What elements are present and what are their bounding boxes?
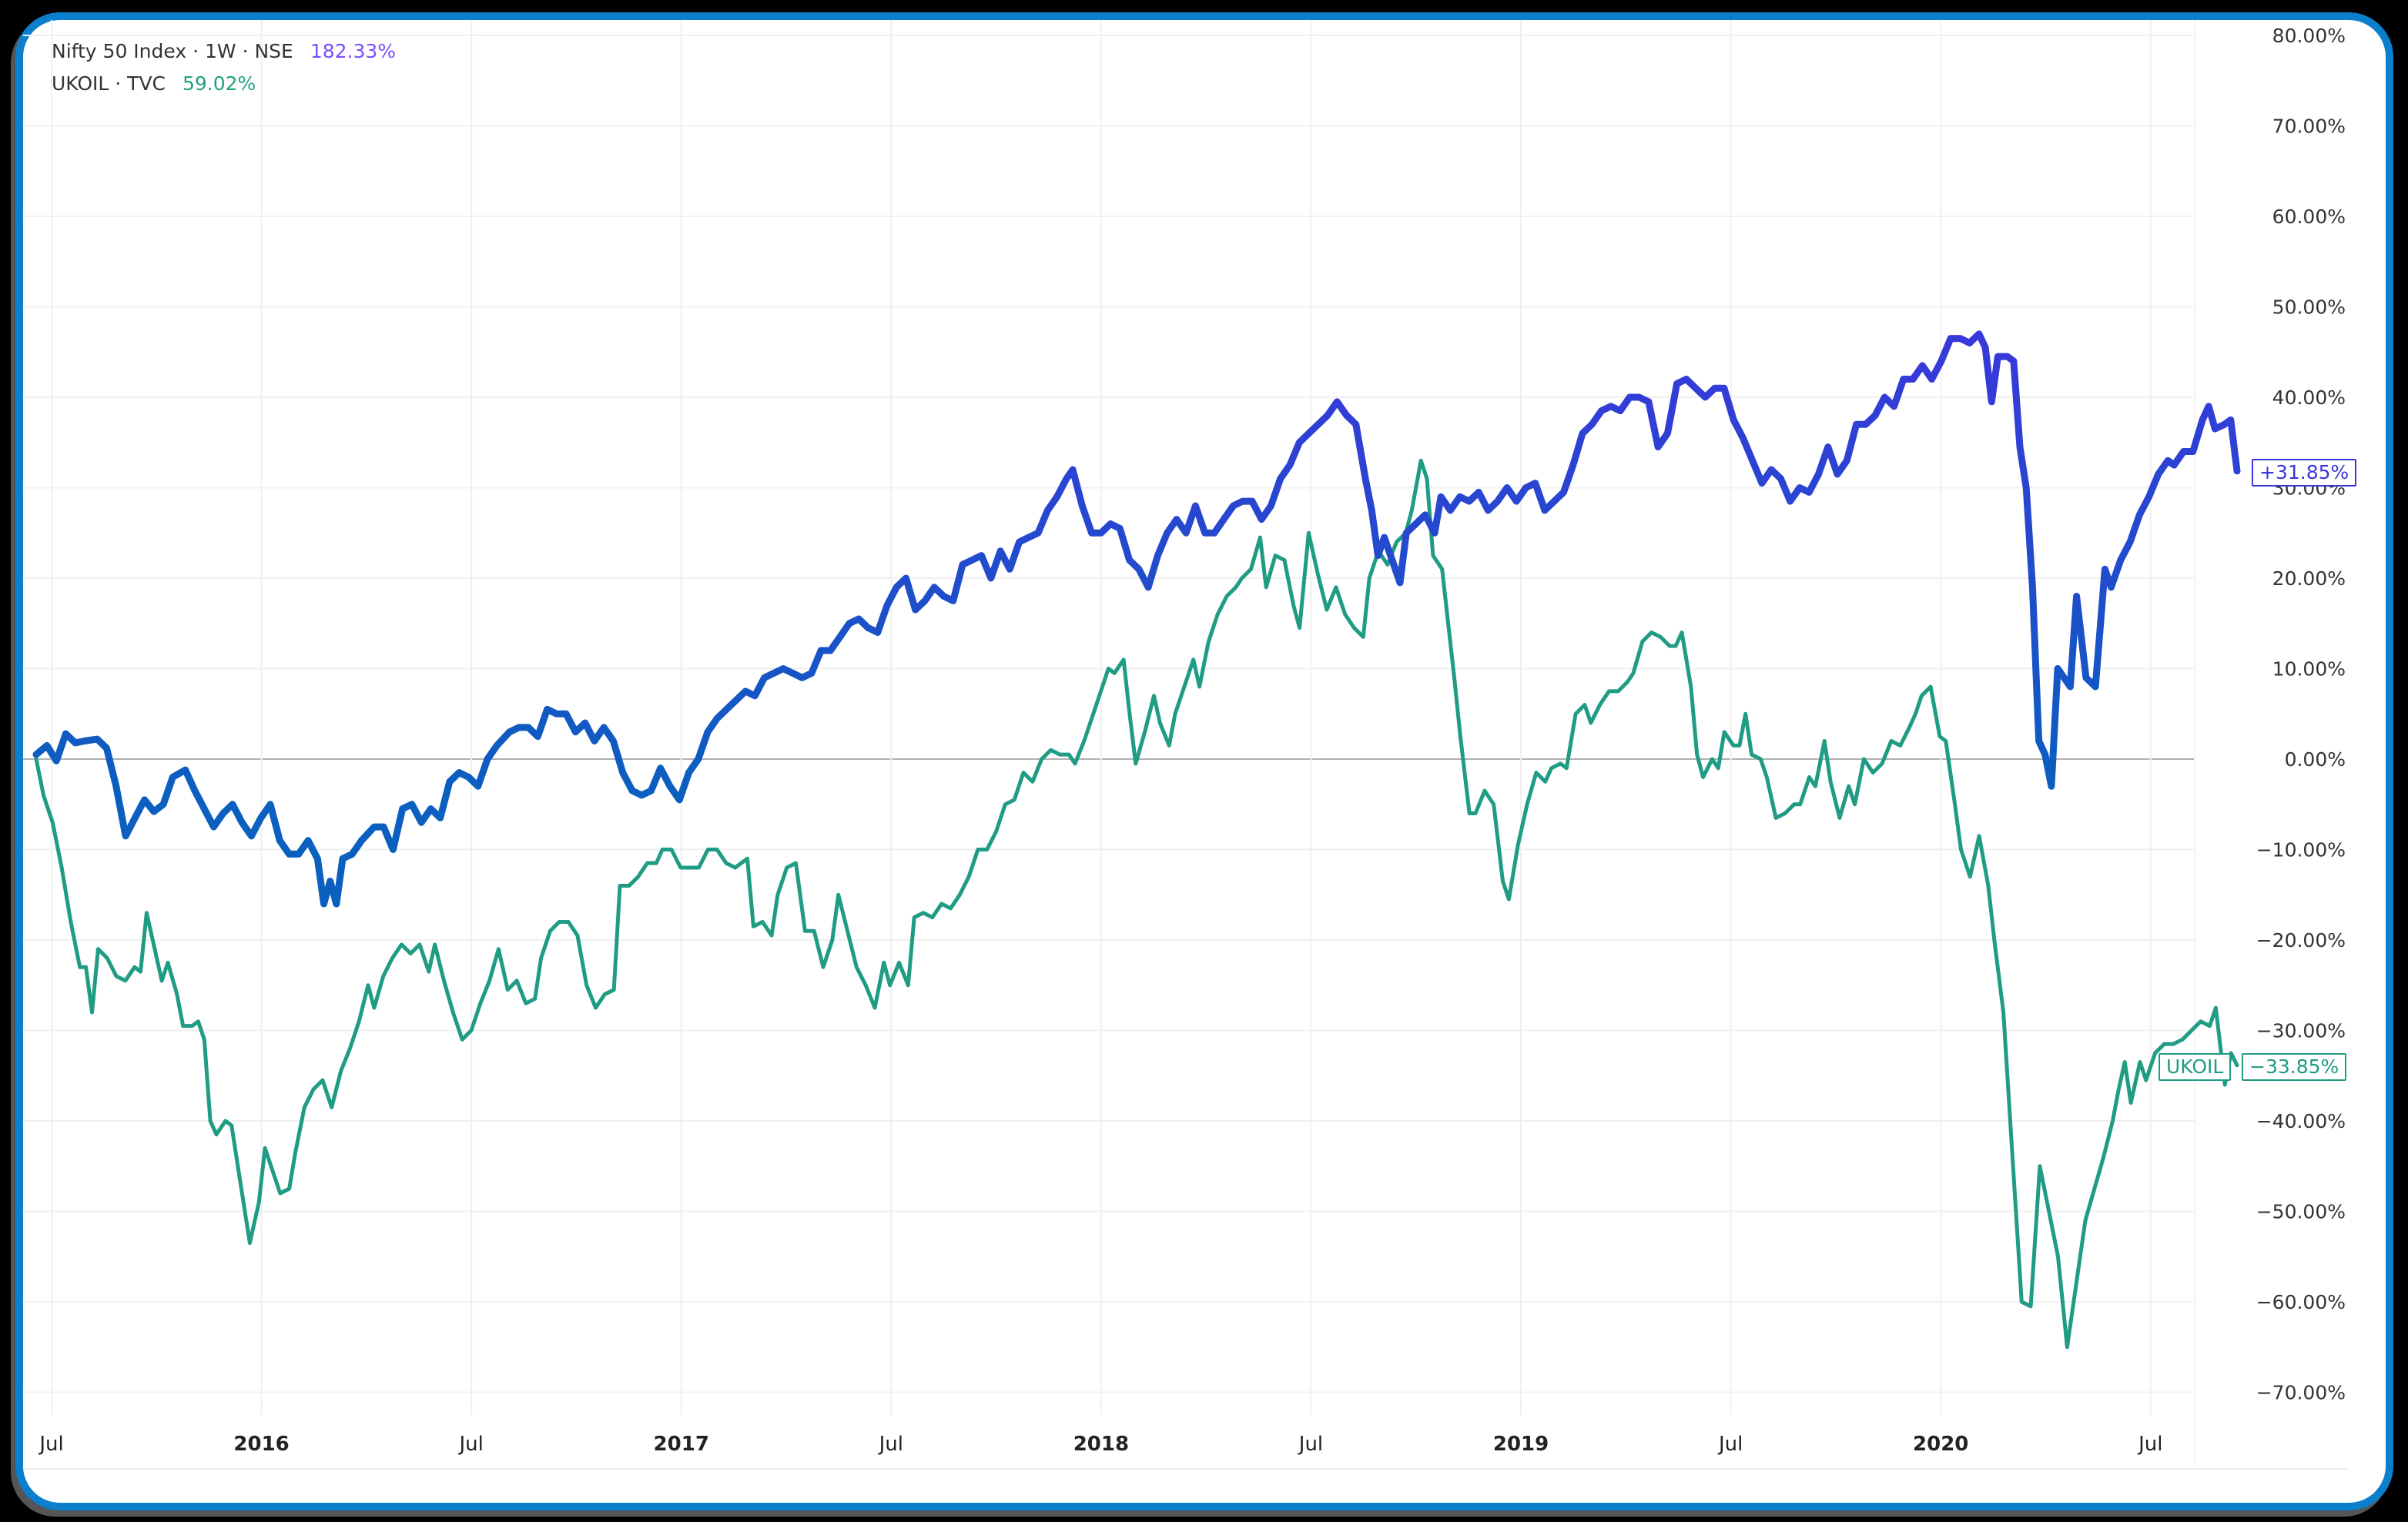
- nifty-line[interactable]: [32, 330, 2241, 908]
- x-tick-label: 2019: [1493, 1433, 1549, 1456]
- y-tick-label: 20.00%: [2272, 567, 2346, 590]
- x-tick-label: 2018: [1073, 1433, 1129, 1456]
- legend-nifty-interval: 1W: [205, 40, 236, 62]
- y-tick-label: 10.00%: [2272, 658, 2346, 681]
- x-tick-label: Jul: [38, 1433, 63, 1456]
- chart-frame: [15, 12, 2393, 1510]
- y-tick-label: 40.00%: [2272, 386, 2346, 409]
- x-tick-label: Jul: [878, 1433, 903, 1456]
- ukoil-name-badge: UKOIL: [2158, 1053, 2232, 1081]
- y-tick-label: 60.00%: [2272, 206, 2346, 228]
- y-tick-label: 70.00%: [2272, 115, 2346, 138]
- legend-nifty-exchange: NSE: [254, 40, 293, 62]
- y-tick-label: −70.00%: [2256, 1382, 2346, 1404]
- legend-nifty-name: Nifty 50 Index: [52, 40, 187, 62]
- legend-separator: ·: [193, 40, 199, 62]
- legend-row-nifty[interactable]: Nifty 50 Index · 1W · NSE 182.33%: [52, 35, 396, 68]
- y-tick-label: −30.00%: [2256, 1020, 2346, 1042]
- x-tick-label: Jul: [1298, 1433, 1323, 1456]
- series-lines: [32, 330, 2241, 1350]
- x-tick-label: Jul: [1717, 1433, 1743, 1456]
- x-tick-label: Jul: [2137, 1433, 2162, 1456]
- x-tick-label: 2017: [654, 1433, 709, 1456]
- grid-lines: [23, 20, 2349, 1470]
- y-tick-label: 50.00%: [2272, 296, 2346, 319]
- legend-nifty-change: 182.33%: [310, 40, 397, 62]
- x-tick-label: 2020: [1913, 1433, 1968, 1456]
- y-tick-label: −10.00%: [2256, 839, 2346, 861]
- y-tick-label: 80.00%: [2272, 25, 2346, 47]
- ukoil-last-value-badge: −33.85%: [2242, 1053, 2347, 1081]
- y-axis[interactable]: 80.00%70.00%60.00%50.00%40.00%30.00%20.0…: [2256, 25, 2346, 1404]
- y-tick-label: −40.00%: [2256, 1110, 2346, 1132]
- y-tick-label: −50.00%: [2256, 1201, 2346, 1223]
- legend-separator: ·: [242, 40, 249, 62]
- legend-ukoil-name: UKOIL: [52, 72, 109, 95]
- y-tick-label: 0.00%: [2285, 748, 2346, 771]
- legend-ukoil-change: 59.02%: [182, 72, 256, 95]
- legend: Nifty 50 Index · 1W · NSE 182.33% UKOIL …: [52, 35, 396, 100]
- y-tick-label: −60.00%: [2256, 1291, 2346, 1313]
- x-axis[interactable]: Jul 2016 Jul 2017 Jul 2018 Jul 2019 Jul 2020 Jul: [38, 1433, 2162, 1456]
- x-tick-label: 2016: [233, 1433, 289, 1456]
- x-tick-label: Jul: [457, 1433, 483, 1456]
- legend-row-ukoil[interactable]: UKOIL · TVC 59.02%: [52, 68, 396, 100]
- legend-ukoil-exchange: TVC: [127, 72, 166, 95]
- nifty-last-value-badge: +31.85%: [2252, 459, 2357, 487]
- legend-separator: ·: [115, 72, 122, 95]
- ukoil-line[interactable]: [34, 458, 2239, 1350]
- y-tick-label: −20.00%: [2256, 929, 2346, 952]
